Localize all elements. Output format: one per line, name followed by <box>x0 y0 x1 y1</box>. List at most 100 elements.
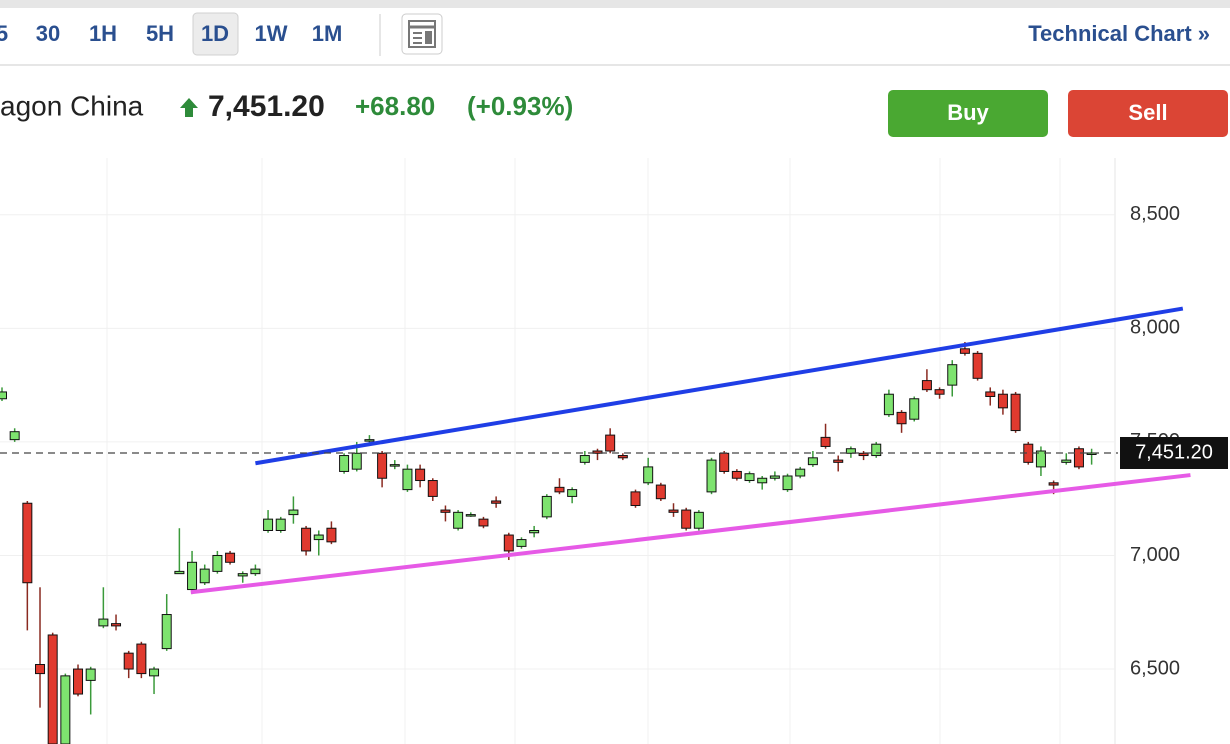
candle-body <box>136 643 147 675</box>
candle-body <box>883 393 894 416</box>
interval-button[interactable]: 1D <box>201 21 229 46</box>
candle-body <box>351 452 362 470</box>
candle-body <box>0 391 7 400</box>
candle-body <box>85 668 96 681</box>
candle-body <box>997 393 1008 409</box>
y-tick-label: 8,500 <box>1130 203 1180 225</box>
candle-body <box>377 452 388 479</box>
candle-body <box>402 468 413 491</box>
selected-interval-box <box>192 12 239 56</box>
candle-body <box>35 664 46 675</box>
candle-body <box>719 452 730 472</box>
interval-button[interactable]: 1W <box>255 21 288 46</box>
candle-body <box>921 380 932 391</box>
candle-body <box>858 452 869 457</box>
candle-body <box>871 443 882 457</box>
y-tick-label: 7,000 <box>1130 544 1180 566</box>
candle-body <box>959 348 970 354</box>
candle-body <box>630 491 641 507</box>
sell-button[interactable] <box>1068 90 1228 137</box>
candle-body <box>681 509 692 529</box>
sell-label[interactable]: Sell <box>1128 100 1167 125</box>
candle-body <box>947 364 958 386</box>
candle-body <box>453 511 464 529</box>
candle-body <box>643 466 654 484</box>
candle-body <box>98 618 109 627</box>
candle-body <box>440 509 451 513</box>
candle-body <box>782 475 793 491</box>
candle-body <box>288 509 299 516</box>
up-arrow <box>180 98 198 117</box>
interval-button[interactable]: 1H <box>89 21 117 46</box>
candle-body <box>174 570 185 575</box>
candle-body <box>60 675 71 744</box>
candle-body <box>111 623 122 627</box>
header-change: +68.80 <box>355 91 435 121</box>
candle-body <box>985 391 996 397</box>
candle-body <box>275 518 286 531</box>
interval-button[interactable]: 1M <box>312 21 343 46</box>
buy-button[interactable] <box>888 90 1048 137</box>
candle-body <box>1073 448 1084 468</box>
candle-body <box>73 668 84 695</box>
candle-body <box>972 352 983 379</box>
candle-body <box>668 509 679 513</box>
candle-body <box>807 457 818 466</box>
header-change-pct: (+0.93%) <box>467 91 573 121</box>
candle-body <box>795 468 806 477</box>
top-strip <box>0 0 1230 8</box>
candle-body <box>1086 452 1097 455</box>
candle-body <box>47 634 58 744</box>
candle-body <box>516 539 527 547</box>
candle-body <box>693 511 704 529</box>
candle-body <box>263 518 274 531</box>
candle-body <box>655 484 666 500</box>
candle-body <box>199 568 210 584</box>
candle-body <box>1048 482 1059 486</box>
candle-body <box>465 514 476 517</box>
candle-body <box>123 652 134 670</box>
candle-body <box>389 464 400 467</box>
candle-body <box>617 455 628 459</box>
candle-body <box>896 411 907 425</box>
trendline <box>255 306 1184 466</box>
buy-label[interactable]: Buy <box>947 100 989 125</box>
candle-body <box>769 475 780 479</box>
interval-button[interactable]: 5H <box>146 21 174 46</box>
candle-body <box>833 459 844 463</box>
instrument-name: agon China <box>0 90 144 121</box>
last-price-label: 7,451.20 <box>1135 441 1213 463</box>
candle-body <box>427 480 438 497</box>
candle-body <box>491 500 502 504</box>
candle-body <box>9 431 20 441</box>
candle-body <box>161 614 172 650</box>
candle-body <box>212 554 223 572</box>
candle-body <box>731 470 742 479</box>
candle-body <box>845 448 856 454</box>
candle-body <box>237 573 248 577</box>
candle-body <box>541 495 552 518</box>
y-tick-label: 8,000 <box>1130 317 1180 339</box>
candle-body <box>313 534 324 541</box>
candle-body <box>554 486 565 493</box>
candle-body <box>364 439 375 442</box>
candle-body <box>22 502 33 584</box>
last-price-box <box>1120 436 1228 469</box>
interval-button[interactable]: 5 <box>0 21 8 46</box>
candle-body <box>605 434 616 452</box>
candle-body <box>326 527 337 543</box>
layout-icon[interactable] <box>401 13 443 55</box>
candle-body <box>149 668 160 677</box>
interval-button[interactable]: 30 <box>36 21 60 46</box>
candle-body <box>225 552 236 563</box>
candle-body <box>415 468 426 482</box>
candle-body <box>1035 450 1046 468</box>
candle-body <box>934 389 945 395</box>
candle-body <box>567 489 578 497</box>
candle-body <box>187 561 198 591</box>
header-price: 7,451.20 <box>208 90 325 123</box>
technical-chart-link[interactable]: Technical Chart » <box>1028 21 1210 46</box>
candle-body <box>339 455 350 472</box>
